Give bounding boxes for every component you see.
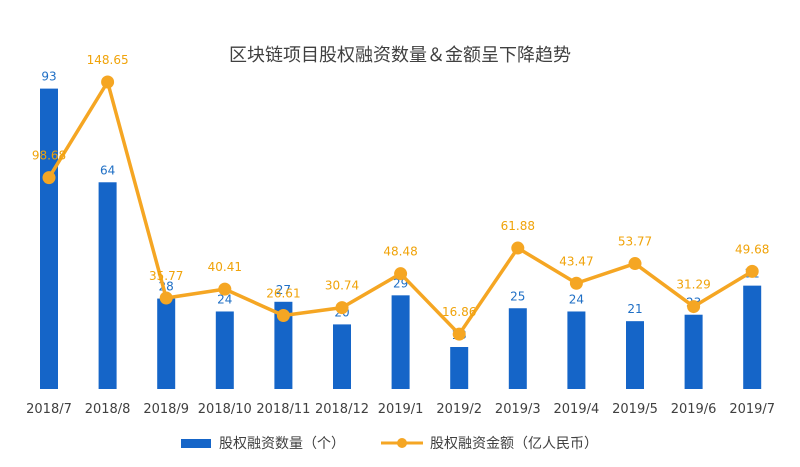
bar <box>626 321 644 389</box>
line-value-label: 26.61 <box>266 287 300 301</box>
bar-value-label: 21 <box>627 302 642 316</box>
line-point <box>335 301 349 315</box>
line-value-label: 61.88 <box>501 219 535 233</box>
line-point <box>276 309 290 323</box>
bar <box>98 182 117 389</box>
line-value-label: 40.41 <box>208 260 242 274</box>
x-tick-label: 2018/8 <box>85 402 131 417</box>
bar <box>40 88 58 390</box>
bar <box>508 308 527 389</box>
line-point <box>628 257 642 271</box>
line-point <box>42 171 56 185</box>
line-value-label: 16.86 <box>442 305 476 319</box>
bar <box>684 314 703 389</box>
x-tick-label: 2019/6 <box>671 402 717 417</box>
x-tick-label: 2019/7 <box>729 402 775 417</box>
line-point <box>101 75 115 89</box>
legend-bar-swatch <box>181 439 211 448</box>
bar <box>274 301 293 389</box>
bar-value-label: 24 <box>569 292 584 306</box>
line-data-labels: 98.68 148.65 35.77 40.41 26.61 30.74 48.48 16.8… <box>32 53 770 319</box>
x-axis-ticks: 2018/7 2018/8 2018/9 2018/10 2018/11 2018/12 2… <box>26 402 775 417</box>
line-series <box>42 75 759 341</box>
bar-value-label: 27 <box>276 283 291 297</box>
line-point <box>218 282 232 296</box>
x-tick-label: 2018/7 <box>26 402 72 417</box>
x-tick-label: 2019/1 <box>378 402 424 417</box>
bar <box>743 285 762 389</box>
chart-title: 区块链项目股权融资数量＆金额呈下降趋势 <box>229 45 571 66</box>
line-value-label: 35.77 <box>149 269 183 283</box>
x-tick-label: 2019/3 <box>495 402 541 417</box>
x-tick-label: 2019/5 <box>612 402 658 417</box>
bar-value-label: 25 <box>510 289 525 303</box>
bar <box>567 311 586 389</box>
bar <box>215 311 234 389</box>
line-point <box>394 267 408 281</box>
line-value-label: 49.68 <box>735 242 769 256</box>
x-tick-label: 2018/11 <box>256 402 310 417</box>
line-point <box>687 300 701 314</box>
x-tick-label: 2018/10 <box>198 402 252 417</box>
bar <box>157 298 176 389</box>
x-tick-label: 2018/12 <box>315 402 369 417</box>
line-value-label: 30.74 <box>325 279 359 293</box>
bar <box>391 295 410 389</box>
bar-value-label: 24 <box>217 292 232 306</box>
legend-bar-label: 股权融资数量（个） <box>219 436 345 452</box>
line-value-label: 31.29 <box>676 278 710 292</box>
bar-series <box>40 88 762 390</box>
line-value-label: 98.68 <box>32 149 66 163</box>
legend: 股权融资数量（个） 股权融资金额（亿人民币） <box>181 436 598 452</box>
line-value-label: 148.65 <box>87 53 129 67</box>
line-point <box>452 327 466 341</box>
line-value-label: 43.47 <box>559 254 593 268</box>
line-point <box>511 241 525 255</box>
line-value-label: 48.48 <box>383 245 417 259</box>
line-value-label: 53.77 <box>618 235 652 249</box>
line-point <box>569 276 583 290</box>
line-point <box>159 291 173 305</box>
x-tick-label: 2018/9 <box>143 402 189 417</box>
legend-line-marker <box>397 438 407 448</box>
x-tick-label: 2019/4 <box>554 402 600 417</box>
bar <box>450 347 469 389</box>
bar <box>333 324 351 389</box>
bar-value-label: 64 <box>100 163 115 177</box>
legend-line-label: 股权融资金额（亿人民币） <box>430 436 598 452</box>
x-tick-label: 2019/2 <box>436 402 482 417</box>
bar-value-label: 93 <box>41 70 56 84</box>
line-point <box>745 264 759 278</box>
